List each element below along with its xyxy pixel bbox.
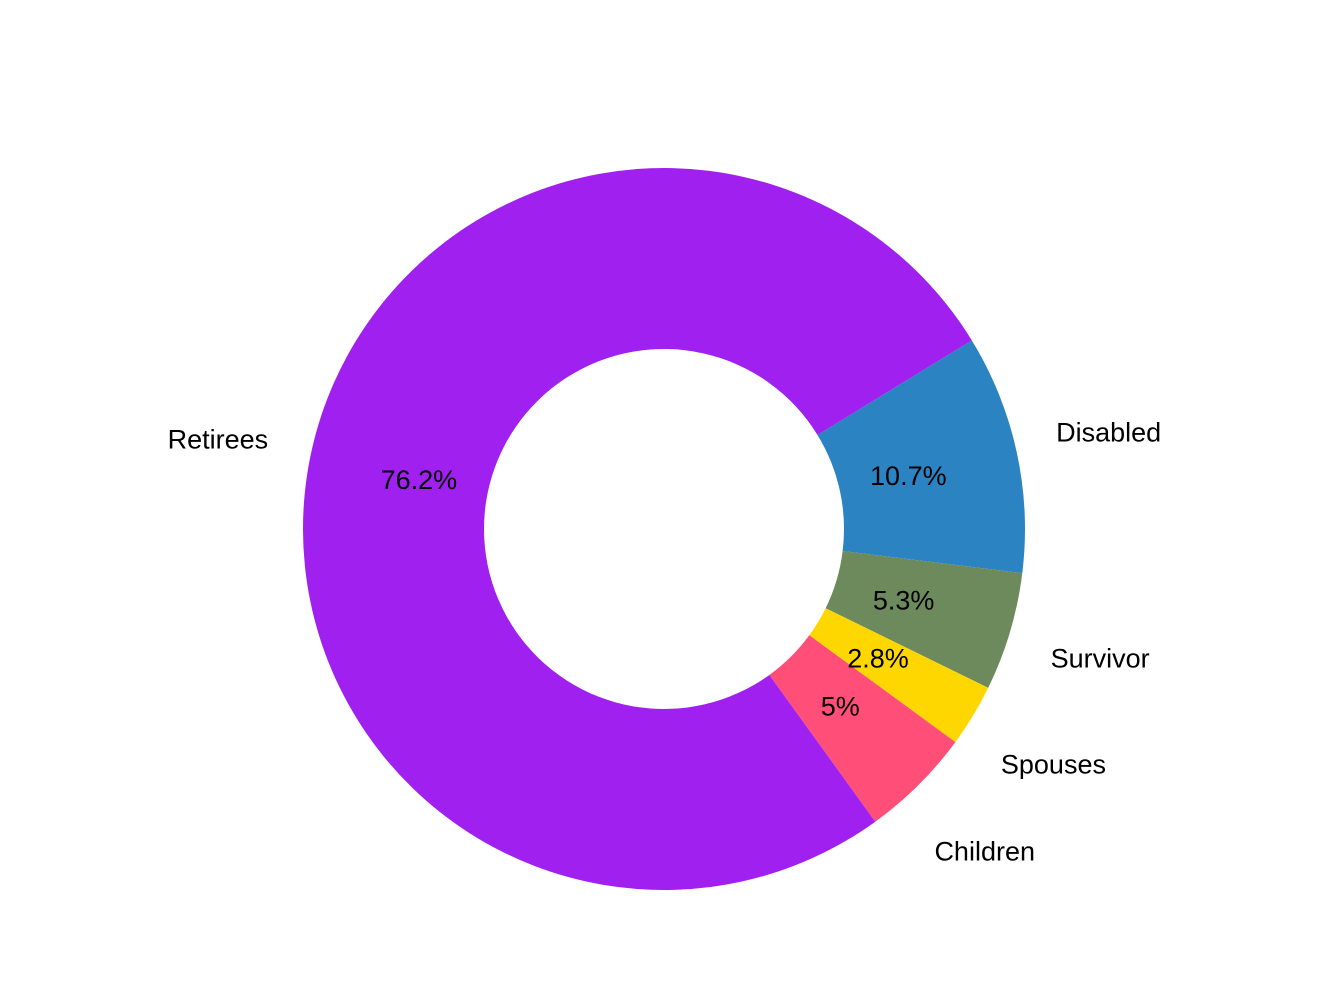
percent-label-disabled: 10.7% xyxy=(870,461,947,491)
percent-label-survivor: 5.3% xyxy=(873,585,935,615)
category-label-spouses: Spouses xyxy=(1001,749,1106,779)
category-label-survivor: Survivor xyxy=(1051,644,1150,674)
category-labels-group: Disabled Survivor Spouses Children Retirees xyxy=(168,418,1162,867)
percent-label-retirees: 76.2% xyxy=(381,465,458,495)
slice-disabled xyxy=(817,340,1025,574)
slice-survivor xyxy=(825,550,1023,688)
category-label-retirees: Retirees xyxy=(168,425,269,455)
slice-children xyxy=(769,635,956,822)
slice-retirees xyxy=(303,168,972,890)
percent-label-children: 5% xyxy=(821,691,860,721)
percent-labels-group: 10.7% 5.3% 2.8% 5% 76.2% xyxy=(381,461,947,721)
category-label-disabled: Disabled xyxy=(1056,418,1161,448)
slices-group xyxy=(303,168,1025,890)
category-label-children: Children xyxy=(934,837,1035,867)
percent-label-spouses: 2.8% xyxy=(847,643,909,673)
slice-spouses xyxy=(809,608,989,743)
